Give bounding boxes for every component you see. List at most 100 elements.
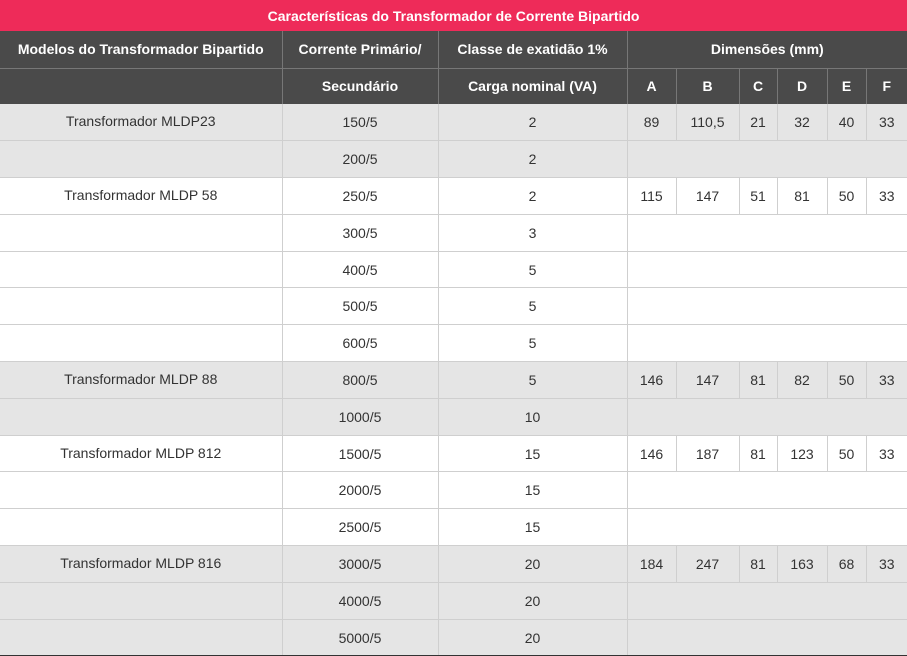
table-row: Transformador MLDP23 150/5 2 89 110,5 21 32 40 3… [0, 104, 907, 142]
current-cell: 500/5 [282, 287, 439, 326]
dim-f-cell: 33 [866, 545, 907, 583]
table-row: Transformador MLDP 88 800/5 5 146 147 81 82 50 3… [0, 361, 907, 399]
table-row: 500/5 5 [0, 287, 907, 326]
dim-a-cell: 115 [627, 177, 677, 215]
header-dim-c: C [739, 68, 778, 104]
current-cell: 800/5 [282, 361, 439, 399]
dim-d-cell: 163 [777, 545, 828, 583]
load-cell: 15 [438, 508, 628, 547]
load-cell: 5 [438, 287, 628, 326]
load-cell: 2 [438, 140, 628, 179]
table-row: 4000/5 20 [0, 582, 907, 620]
current-cell: 250/5 [282, 177, 439, 215]
current-cell: 1500/5 [282, 435, 439, 473]
header-row-2: Secundário Carga nominal (VA) A B C D E … [0, 68, 907, 104]
current-cell: 400/5 [282, 251, 439, 289]
model-cell [0, 471, 283, 510]
header-dimensions: Dimensões (mm) [627, 31, 907, 69]
header-accuracy-class: Classe de exatidão 1% [438, 31, 628, 69]
model-cell [0, 324, 283, 363]
header-model: Modelos do Transformador Bipartido [0, 31, 283, 69]
table-row: 2000/5 15 [0, 471, 907, 510]
header-model-blank [0, 68, 283, 104]
dim-b-cell: 187 [676, 435, 740, 473]
table-row: Transformador MLDP 812 1500/5 15 146 187 81 12… [0, 435, 907, 473]
model-cell: Transformador MLDP 816 [0, 545, 283, 583]
current-cell: 600/5 [282, 324, 439, 363]
load-cell: 20 [438, 545, 628, 583]
load-cell: 3 [438, 214, 628, 252]
current-cell: 150/5 [282, 104, 439, 142]
dimensions-empty-cell [627, 140, 907, 179]
model-cell: Transformador MLDP23 [0, 104, 283, 142]
current-cell: 1000/5 [282, 398, 439, 436]
load-cell: 20 [438, 619, 628, 656]
dim-e-cell: 68 [827, 545, 867, 583]
model-cell [0, 619, 283, 656]
dim-d-cell: 81 [777, 177, 828, 215]
load-cell: 2 [438, 177, 628, 215]
load-cell: 2 [438, 104, 628, 142]
header-dim-e: E [827, 68, 867, 104]
load-cell: 10 [438, 398, 628, 436]
current-cell: 2500/5 [282, 508, 439, 547]
dimensions-empty-cell [627, 287, 907, 326]
dim-f-cell: 33 [866, 104, 907, 142]
dimensions-empty-cell [627, 324, 907, 363]
load-cell: 20 [438, 582, 628, 620]
model-cell [0, 287, 283, 326]
header-secondary: Secundário [282, 68, 439, 104]
dimensions-empty-cell [627, 398, 907, 436]
table-row: 200/5 2 [0, 140, 907, 179]
dimensions-empty-cell [627, 619, 907, 656]
header-dim-a: A [627, 68, 677, 104]
current-cell: 4000/5 [282, 582, 439, 620]
dimensions-empty-cell [627, 214, 907, 252]
table-title-row: Características do Transformador de Corr… [0, 0, 907, 31]
header-dim-b: B [676, 68, 740, 104]
current-cell: 5000/5 [282, 619, 439, 656]
dim-e-cell: 50 [827, 435, 867, 473]
model-cell: Transformador MLDP 812 [0, 435, 283, 473]
dim-c-cell: 51 [739, 177, 778, 215]
dim-b-cell: 147 [676, 177, 740, 215]
dim-b-cell: 247 [676, 545, 740, 583]
model-cell [0, 140, 283, 179]
table-row: 400/5 5 [0, 251, 907, 289]
dim-c-cell: 81 [739, 361, 778, 399]
dimensions-empty-cell [627, 471, 907, 510]
model-cell [0, 398, 283, 436]
dimensions-empty-cell [627, 251, 907, 289]
dim-a-cell: 184 [627, 545, 677, 583]
table-row: 1000/5 10 [0, 398, 907, 436]
table-row: Transformador MLDP 58 250/5 2 115 147 51 81 50 3… [0, 177, 907, 215]
dim-a-cell: 89 [627, 104, 677, 142]
table-row: 300/5 3 [0, 214, 907, 252]
dim-e-cell: 50 [827, 177, 867, 215]
load-cell: 5 [438, 251, 628, 289]
header-dim-d: D [777, 68, 828, 104]
header-row-1: Modelos do Transformador Bipartido Corre… [0, 31, 907, 69]
dim-f-cell: 33 [866, 177, 907, 215]
dim-b-cell: 110,5 [676, 104, 740, 142]
load-cell: 15 [438, 471, 628, 510]
model-cell: Transformador MLDP 58 [0, 177, 283, 215]
dim-a-cell: 146 [627, 361, 677, 399]
dim-c-cell: 81 [739, 545, 778, 583]
model-cell: Transformador MLDP 88 [0, 361, 283, 399]
table-row: 5000/5 20 [0, 619, 907, 656]
dim-d-cell: 32 [777, 104, 828, 142]
dim-a-cell: 146 [627, 435, 677, 473]
dim-c-cell: 21 [739, 104, 778, 142]
current-cell: 200/5 [282, 140, 439, 179]
load-cell: 5 [438, 361, 628, 399]
dim-d-cell: 123 [777, 435, 828, 473]
table-row: 600/5 5 [0, 324, 907, 363]
model-cell [0, 251, 283, 289]
table-row: 2500/5 15 [0, 508, 907, 547]
table-row: Transformador MLDP 816 3000/5 20 184 247 81 16… [0, 545, 907, 583]
table-title: Características do Transformador de Corr… [0, 0, 907, 31]
dim-b-cell: 147 [676, 361, 740, 399]
load-cell: 15 [438, 435, 628, 473]
